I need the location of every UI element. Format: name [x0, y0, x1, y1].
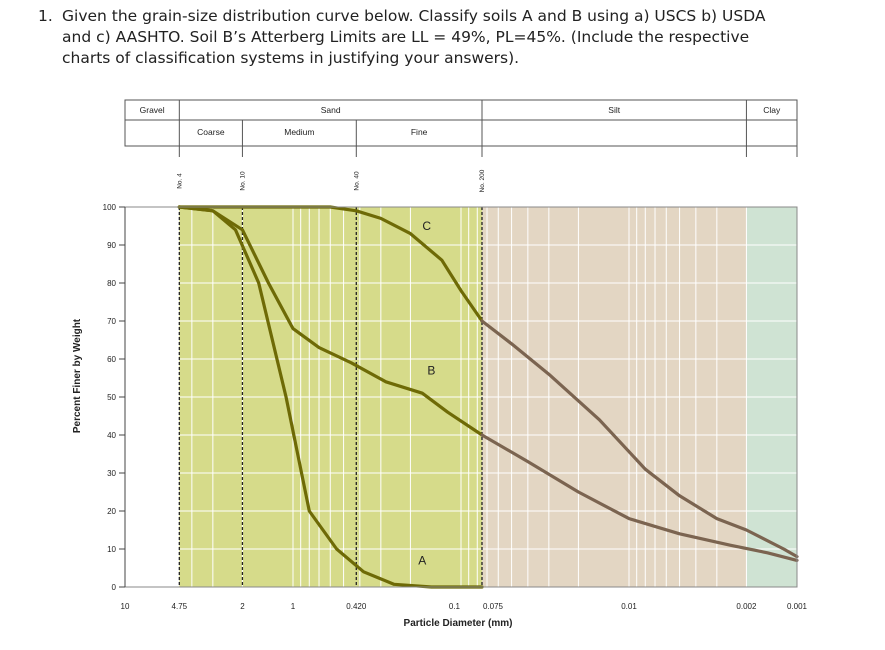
- x-tick-label-1: 1: [291, 602, 296, 611]
- series-label-a: A: [418, 553, 426, 567]
- zone-label-silt: Silt: [608, 105, 620, 115]
- y-tick-label-50: 50: [107, 393, 116, 402]
- zone-label-sand: Sand: [321, 105, 341, 115]
- y-axis-label: Percent Finer by Weight: [72, 318, 83, 433]
- series-line-b: [177, 205, 484, 437]
- y-tick-label-10: 10: [107, 545, 116, 554]
- x-tick-label-0-075: 0.075: [483, 602, 504, 611]
- y-tick-label-90: 90: [107, 241, 116, 250]
- axes: 0 10 20 30 40 50 60 70 80 90 100 10 4.75 2 1 0.420 0.1 0.…: [103, 203, 808, 611]
- x-tick-label-10: 10: [121, 602, 130, 611]
- x-tick-label-0-001: 0.001: [787, 602, 808, 611]
- series-line-c-fines: [480, 319, 799, 559]
- y-tick-label-100: 100: [103, 203, 117, 212]
- classification-header: Gravel Sand Silt Clay Coarse Medium Fine: [124, 99, 798, 157]
- question-number: 1.: [38, 7, 53, 25]
- subzone-label-fine: Fine: [411, 127, 428, 137]
- y-tick-label-40: 40: [107, 431, 116, 440]
- header-frame: [124, 99, 798, 147]
- series-line-a: [177, 205, 484, 589]
- sieve-label-no-40: No. 40: [353, 171, 360, 191]
- question-text: Given the grain-size distribution curve …: [62, 7, 766, 67]
- y-tick-label-30: 30: [107, 469, 116, 478]
- x-tick-label-0-01: 0.01: [621, 602, 637, 611]
- x-tick-label-0-002: 0.002: [736, 602, 757, 611]
- y-tick-label-70: 70: [107, 317, 116, 326]
- x-tick-label-4-75: 4.75: [172, 602, 188, 611]
- x-tick-label-2: 2: [240, 602, 245, 611]
- y-tick-label-80: 80: [107, 279, 116, 288]
- sieve-markers: No. 4 No. 10 No. 40 No. 200: [176, 169, 486, 587]
- y-tick-label-60: 60: [107, 355, 116, 364]
- chart-grid: [125, 157, 797, 587]
- x-axis-label: Particle Diameter (mm): [404, 618, 513, 629]
- subzone-label-medium: Medium: [284, 127, 314, 137]
- y-tick-label-0: 0: [112, 583, 117, 592]
- series-label-b: B: [427, 363, 435, 377]
- series-label-c: C: [422, 219, 431, 233]
- x-tick-label-0-1: 0.1: [449, 602, 461, 611]
- x-tick-label-0-420: 0.420: [346, 602, 367, 611]
- sieve-label-no-10: No. 10: [239, 171, 246, 191]
- zone-label-clay: Clay: [763, 105, 781, 115]
- subzone-label-coarse: Coarse: [197, 127, 225, 137]
- zone-label-gravel: Gravel: [140, 105, 165, 115]
- sieve-label-no-200: No. 200: [479, 169, 486, 192]
- sieve-label-no-4: No. 4: [176, 173, 183, 189]
- y-tick-label-20: 20: [107, 507, 116, 516]
- series-line-b-fines: [480, 433, 799, 562]
